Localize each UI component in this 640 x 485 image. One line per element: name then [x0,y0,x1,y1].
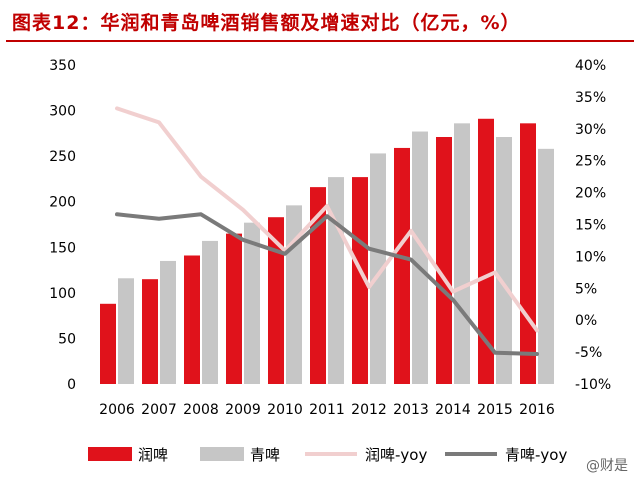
x-tick-label: 2006 [99,402,135,418]
bar [496,137,512,384]
bar [454,123,470,385]
bar [100,303,116,384]
bar [118,278,134,384]
y-right-tick-label: 30% [575,122,606,138]
x-tick-label: 2009 [225,402,261,418]
bar [160,260,176,384]
right-axis: -10% -5% 0% 5% 10% 15% 20% 25% 30% 35% 40% [575,58,611,393]
x-axis: 2006 2007 2008 2009 2010 2011 2012 2013 2014 2015… [99,402,555,418]
x-tick-label: 2011 [309,402,345,418]
bar [436,137,452,384]
left-axis: 0 50 100 150 200 250 300 350 [49,58,76,393]
bar [412,131,428,384]
legend-label: 润啤 [138,446,168,464]
legend-label: 青啤 [250,446,280,464]
y-left-tick-label: 300 [49,104,76,120]
x-tick-label: 2010 [267,402,303,418]
title-rule [6,40,634,42]
yoy-line [115,212,539,356]
bar [244,222,260,384]
y-right-tick-label: 5% [575,281,597,297]
y-left-tick-label: 150 [49,240,76,256]
x-tick-label: 2008 [183,402,219,418]
y-right-tick-label: 10% [575,249,606,265]
legend: 润啤 青啤 润啤-yoy 青啤-yoy [88,446,567,464]
bar [328,177,344,384]
y-right-tick-label: 35% [575,90,606,106]
chart-title: 图表12：华润和青岛啤酒销售额及增速对比（亿元，%） [12,12,521,34]
bar-series [100,118,554,385]
y-right-tick-label: 0% [575,313,597,329]
watermark: @财是 [586,458,628,474]
bar [286,205,302,384]
y-right-tick-label: 40% [575,58,606,74]
y-right-tick-label: 25% [575,154,606,170]
bar [538,148,554,384]
legend-label: 青啤-yoy [505,446,567,464]
bar [370,153,386,384]
bar [394,147,410,384]
bar [142,279,158,384]
x-tick-label: 2014 [435,402,471,418]
y-right-tick-label: -5% [575,345,602,361]
y-right-tick-label: 20% [575,186,606,202]
x-tick-label: 2013 [393,402,429,418]
y-right-tick-label: 15% [575,218,606,234]
y-left-tick-label: 100 [49,286,76,302]
legend-swatch [200,447,244,461]
bar [268,217,284,384]
y-left-tick-label: 250 [49,149,76,165]
y-right-tick-label: -10% [575,377,611,393]
bar [226,233,242,384]
x-tick-label: 2016 [519,402,555,418]
yoy-line [115,106,539,333]
x-tick-label: 2012 [351,402,387,418]
x-tick-label: 2007 [141,402,177,418]
line-series [115,106,539,356]
bar [310,187,326,384]
y-left-tick-label: 50 [58,331,76,347]
bar [352,177,368,384]
x-tick-label: 2015 [477,402,513,418]
legend-swatch [88,447,132,461]
bar [184,255,200,384]
legend-label: 润啤-yoy [365,446,427,464]
bar [202,240,218,384]
y-left-tick-label: 350 [49,58,76,74]
y-left-tick-label: 200 [49,195,76,211]
bar [520,123,536,385]
bar [478,118,494,384]
y-left-tick-label: 0 [67,377,76,393]
